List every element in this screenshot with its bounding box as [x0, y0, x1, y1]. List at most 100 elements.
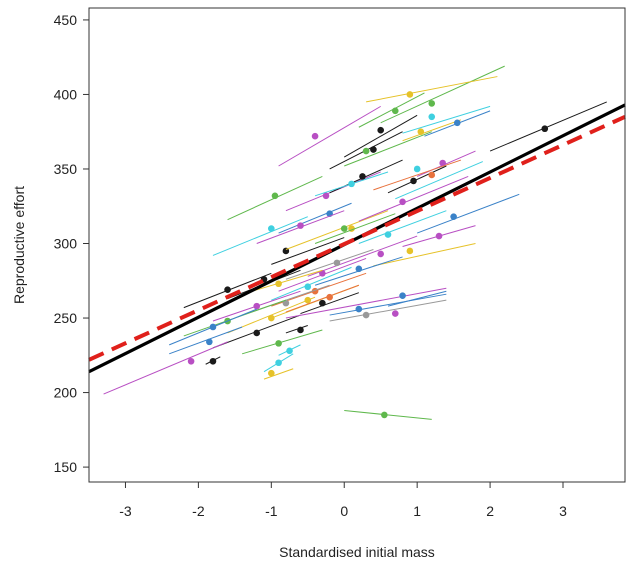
individual-line-47	[329, 299, 447, 322]
data-point-3	[377, 126, 385, 134]
data-point-25	[406, 247, 414, 255]
data-point-42	[209, 323, 217, 331]
data-point-36	[282, 299, 290, 307]
data-point-18	[297, 222, 304, 229]
data-point-14	[439, 159, 446, 167]
data-point-40	[319, 299, 326, 307]
data-point-58	[406, 91, 414, 98]
x-tick-label: 0	[340, 503, 348, 519]
y-axis-title: Reproductive effort	[11, 186, 27, 304]
individual-line-13	[395, 161, 483, 200]
individual-line-57	[344, 409, 432, 420]
individual-line-56	[285, 325, 308, 334]
individual-line-50	[169, 326, 243, 355]
x-tick-label: -1	[265, 503, 278, 519]
individual-line-20	[285, 210, 389, 250]
data-point-51	[209, 357, 217, 365]
trend-lines-group	[88, 103, 626, 374]
data-point-10	[362, 147, 370, 155]
data-point-4	[541, 125, 549, 133]
x-tick-label: -2	[192, 503, 205, 519]
x-axis: -3 -2 -1 0 1 2 3	[119, 482, 567, 519]
y-tick-label: 200	[54, 385, 78, 401]
individual-line-19	[271, 237, 345, 265]
data-point-52	[275, 340, 282, 347]
x-tick-label: 1	[413, 503, 421, 519]
data-point-59	[348, 180, 355, 188]
data-point-26	[435, 232, 443, 240]
individual-line-3	[343, 114, 418, 158]
data-point-47	[362, 311, 370, 319]
data-point-32	[319, 270, 326, 277]
data-point-45	[391, 310, 399, 317]
individual-line-52	[242, 329, 323, 355]
individual-line-2	[380, 65, 505, 124]
data-point-7	[453, 119, 461, 127]
individual-line-46	[329, 293, 447, 316]
individual-line-0	[278, 105, 381, 167]
individual-line-21	[314, 213, 396, 244]
individual-line-23	[416, 193, 520, 234]
data-point-43	[268, 314, 275, 322]
individual-line-58	[366, 76, 498, 103]
data-point-11	[322, 192, 330, 200]
y-tick-label: 400	[54, 86, 78, 102]
data-point-29	[224, 286, 231, 294]
data-point-24	[384, 231, 392, 238]
y-axis: 150 200 250 300 350 400 450	[54, 12, 89, 475]
x-tick-label: 3	[559, 503, 567, 519]
data-point-54	[268, 369, 275, 377]
individual-line-1	[358, 92, 425, 128]
data-point-60	[428, 171, 436, 179]
data-point-22	[399, 198, 406, 206]
x-axis-title: Standardised initial mass	[279, 544, 435, 560]
data-point-2	[428, 100, 436, 107]
y-tick-label: 250	[54, 310, 78, 326]
individual-line-22	[358, 175, 469, 222]
individual-line-49	[103, 341, 228, 395]
individual-line-15	[387, 165, 447, 194]
individual-line-27	[307, 235, 418, 277]
data-point-57	[381, 411, 388, 419]
data-point-48	[399, 292, 406, 299]
data-point-15	[410, 177, 417, 185]
y-tick-label: 300	[54, 236, 78, 252]
individual-line-54	[263, 368, 294, 380]
data-point-12	[359, 173, 366, 180]
individual-line-17	[212, 216, 308, 256]
x-tick-label: 2	[486, 503, 494, 519]
data-point-53	[275, 359, 282, 367]
x-tick-label: -3	[119, 503, 132, 519]
individual-line-24	[358, 210, 447, 244]
plot-frame	[88, 7, 626, 483]
trend-line-solid	[88, 103, 626, 374]
data-point-55	[286, 347, 293, 355]
data-point-34	[275, 280, 282, 288]
data-point-33	[304, 283, 312, 291]
data-point-49	[187, 357, 195, 365]
data-point-5	[417, 128, 425, 136]
data-point-38	[253, 302, 261, 310]
data-point-6	[428, 113, 436, 121]
individual-lines-group	[103, 65, 607, 420]
individual-line-5	[402, 119, 462, 142]
data-point-21	[340, 225, 348, 232]
individual-line-25	[373, 243, 476, 267]
data-point-9	[370, 146, 377, 153]
y-tick-label: 350	[54, 161, 78, 177]
individual-line-16	[278, 202, 352, 234]
individual-line-4	[489, 101, 607, 152]
data-point-39	[326, 293, 333, 301]
data-point-46	[355, 305, 363, 313]
individual-line-60	[373, 159, 462, 191]
individual-line-48	[387, 290, 447, 307]
data-point-44	[253, 329, 261, 337]
individual-line-45	[285, 287, 447, 319]
individual-line-39	[285, 284, 359, 313]
data-point-8	[271, 192, 279, 200]
data-point-56	[297, 326, 304, 334]
data-point-30	[355, 265, 363, 273]
individual-line-33	[271, 266, 352, 301]
data-point-17	[268, 225, 275, 232]
